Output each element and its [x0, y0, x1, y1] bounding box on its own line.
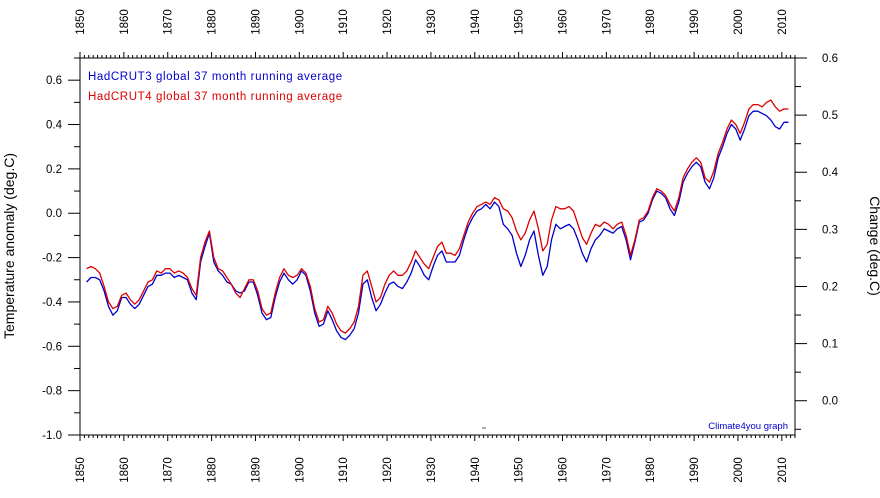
y2-tick-label: 0.0: [822, 396, 838, 408]
y-tick-label: -1.0: [42, 430, 62, 442]
x-tick-label-bottom: 1880: [207, 457, 219, 483]
y-tick-label: 0.6: [46, 75, 62, 87]
y2-tick-label: 0.6: [822, 53, 838, 65]
x-tick-label-bottom: 1920: [382, 457, 394, 483]
x-tick-label-bottom: 2000: [733, 457, 745, 483]
series-line-hadcrut3: [86, 110, 789, 341]
x-tick-label-bottom: 1960: [558, 457, 570, 483]
series-line-hadcrut4: [86, 99, 789, 334]
x-tick-label-top: 2010: [777, 9, 789, 35]
x-tick-label-bottom: 1910: [338, 457, 350, 483]
x-tick-label-top: 1910: [338, 9, 350, 35]
y-axis-left: -1.0 -0.8 -0.6 -0.4 -0.2 0.0 0.2 0.4 0.6: [42, 57, 80, 442]
x-tick-label-top: 1940: [470, 9, 482, 35]
credit-annotation: Climate4you graph: [708, 421, 788, 432]
x-tick-label-top: 1860: [119, 9, 131, 35]
x-tick-label-bottom: 1950: [514, 457, 526, 483]
legend-hadcrut3: HadCRUT3 global 37 month running average: [88, 71, 343, 83]
x-tick-label-bottom: 1970: [601, 457, 613, 483]
x-axis-bottom: 1850 1860 1870 1880 1890 1900 1910 1920 1930 1940…: [75, 435, 796, 483]
x-tick-label-bottom: 1900: [294, 457, 306, 483]
x-tick-label-bottom: 1870: [163, 457, 175, 483]
y2-tick-label: 0.2: [822, 281, 838, 293]
x-tick-label-top: 1880: [207, 9, 219, 35]
x-tick-label-top: 1990: [689, 9, 701, 35]
y-tick-label: -0.4: [42, 297, 62, 309]
x-tick-label-top: 1870: [163, 9, 175, 35]
x-tick-label-top: 1850: [75, 9, 87, 35]
y-tick-label: 0.2: [46, 164, 62, 176]
legend-hadcrut4: HadCRUT4 global 37 month running average: [88, 91, 343, 103]
y2-tick-label: 0.5: [822, 110, 838, 122]
x-tick-label-top: 1900: [294, 9, 306, 35]
x-tick-label-top: 1890: [250, 9, 262, 35]
y2-tick-label: 0.1: [822, 339, 838, 351]
y-tick-label: -0.8: [42, 386, 62, 398]
y2-tick-label: 0.4: [822, 167, 839, 179]
y2-axis-label: Change (deg.C): [867, 196, 880, 296]
y-tick-label: -0.6: [42, 341, 62, 353]
y-axis-label: Temperature anomaly (deg.C): [1, 153, 17, 339]
x-tick-label-top: 1980: [645, 9, 657, 35]
x-tick-label-top: 1970: [601, 9, 613, 35]
series-layer: [86, 99, 789, 341]
x-tick-label-top: 2000: [733, 9, 745, 35]
x-tick-label-top: 1920: [382, 9, 394, 35]
x-tick-label-bottom: 1990: [689, 457, 701, 483]
x-tick-label-bottom: 1850: [75, 457, 87, 483]
x-tick-label-top: 1960: [558, 9, 570, 35]
x-axis-top: 1850 1860 1870 1880 1890 1900 1910 1920 1930 1940…: [75, 9, 796, 58]
x-tick-label-top: 1950: [514, 9, 526, 35]
y-tick-label: 0.4: [46, 120, 63, 132]
x-tick-label-bottom: 1980: [645, 457, 657, 483]
y-tick-label: -0.2: [42, 253, 62, 265]
x-tick-label-bottom: 1860: [119, 457, 131, 483]
x-tick-label-top: 1930: [426, 9, 438, 35]
y-axis-right: 0.0 0.1 0.2 0.3 0.4 0.5 0.6: [795, 53, 839, 430]
x-tick-label-bottom: 1930: [426, 457, 438, 483]
y-tick-label: 0.0: [46, 208, 62, 220]
x-tick-label-bottom: 1890: [250, 457, 262, 483]
x-tick-label-bottom: 2010: [777, 457, 789, 483]
x-tick-label-bottom: 1940: [470, 457, 482, 483]
y2-tick-label: 0.3: [822, 224, 838, 236]
